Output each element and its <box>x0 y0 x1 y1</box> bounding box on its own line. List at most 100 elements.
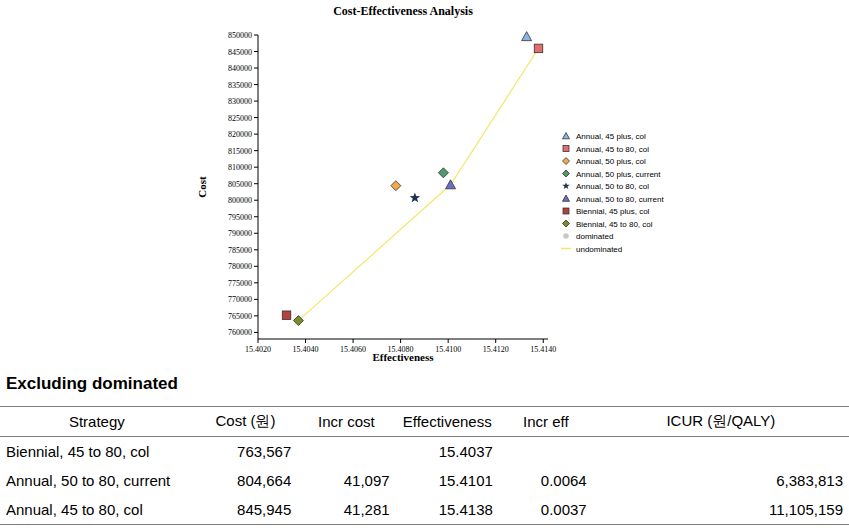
point <box>534 44 543 53</box>
y-tick-label: 845000 <box>228 48 252 57</box>
y-tick-label: 830000 <box>228 97 252 106</box>
y-tick-label: 775000 <box>228 279 252 288</box>
row: Annual, 50 to 80, current804,66441,09715… <box>0 466 849 495</box>
y-tick-label: 810000 <box>228 163 252 172</box>
y-tick <box>254 183 258 184</box>
y-tick <box>254 84 258 85</box>
y-tick-label: 800000 <box>228 196 252 205</box>
legend-swatch <box>563 133 570 139</box>
chart: Cost-Effectiveness AnalysisEffectiveness… <box>0 0 849 372</box>
legend-label: Annual, 50 to 80, col <box>576 182 649 191</box>
x-tick <box>353 339 354 343</box>
y-tick-label: 840000 <box>228 64 252 73</box>
legend-swatch <box>563 220 570 227</box>
cell: 0.0064 <box>499 466 593 495</box>
x-tick <box>448 339 449 343</box>
y-tick <box>254 51 258 52</box>
legend-label: Annual, 50 plus, current <box>576 170 661 179</box>
y-tick <box>254 101 258 102</box>
legend-label: Annual, 50 to 80, current <box>576 195 664 204</box>
y-tick <box>254 249 258 250</box>
header-row: StrategyCost (원)Incr costEffectivenessIn… <box>0 407 849 437</box>
plot-area <box>282 32 542 326</box>
table-title: Excluding dominated <box>6 374 178 394</box>
y-axis <box>258 35 259 339</box>
x-tick <box>400 339 401 343</box>
y-tick-label: 820000 <box>228 130 252 139</box>
y-tick-label: 805000 <box>228 180 252 189</box>
legend-label: undominated <box>576 245 622 254</box>
cell: 763,567 <box>194 437 298 467</box>
table: StrategyCost (원)Incr costEffectivenessIn… <box>0 406 849 525</box>
legend-label: Annual, 45 plus, col <box>576 132 646 141</box>
legend-swatch <box>561 248 571 250</box>
point <box>438 168 448 178</box>
y-tick-label: 770000 <box>228 295 252 304</box>
y-tick <box>254 200 258 201</box>
legend-label: Biennial, 45 to 80, col <box>576 220 653 229</box>
y-tick-label: 835000 <box>228 81 252 90</box>
legend-swatch <box>563 195 570 201</box>
cell: 804,664 <box>194 466 298 495</box>
y-tick-label: 825000 <box>228 114 252 123</box>
y-tick <box>254 68 258 69</box>
cell: 6,383,813 <box>593 466 849 495</box>
point <box>522 32 532 41</box>
x-tick-label: 15.4100 <box>435 345 461 354</box>
cell <box>297 437 395 467</box>
legend-label: Annual, 50 plus, col <box>576 157 646 166</box>
point <box>282 311 291 320</box>
header-cell: Cost (원) <box>194 407 298 437</box>
y-tick <box>254 299 258 300</box>
legend-swatch <box>563 146 569 152</box>
y-tick <box>254 117 258 118</box>
y-tick <box>254 233 258 234</box>
cell <box>593 437 849 467</box>
x-tick-label: 15.4020 <box>245 345 271 354</box>
y-tick-label: 790000 <box>228 229 252 238</box>
x-tick <box>305 339 306 343</box>
point <box>293 316 303 326</box>
cell: Annual, 50 to 80, current <box>0 466 194 495</box>
row: Annual, 45 to 80, col845,94541,28115.413… <box>0 495 849 525</box>
x-tick <box>543 339 544 343</box>
point <box>391 181 401 191</box>
cell: 0.0037 <box>499 495 593 525</box>
cell: Biennial, 45 to 80, col <box>0 437 194 467</box>
x-tick <box>495 339 496 343</box>
cell: 41,097 <box>297 466 395 495</box>
y-tick-label: 760000 <box>228 328 252 337</box>
x-axis <box>258 339 548 340</box>
header-cell: ICUR (원/QALY) <box>593 407 849 437</box>
legend-swatch <box>563 170 570 177</box>
y-tick-label: 815000 <box>228 147 252 156</box>
header-cell: Incr cost <box>297 407 395 437</box>
cell: 845,945 <box>194 495 298 525</box>
header-cell: Incr eff <box>499 407 593 437</box>
y-tick <box>254 282 258 283</box>
y-tick <box>254 134 258 135</box>
point <box>446 180 456 189</box>
y-tick-label: 850000 <box>228 31 252 40</box>
y-tick-label: 765000 <box>228 312 252 321</box>
x-tick-label: 15.4080 <box>388 345 414 354</box>
y-tick-label: 780000 <box>228 262 252 271</box>
y-axis-label: Cost <box>196 176 208 198</box>
legend-swatch <box>563 233 569 239</box>
cell: Annual, 45 to 80, col <box>0 495 194 525</box>
cell: 11,105,159 <box>593 495 849 525</box>
title: Cost-Effectiveness Analysis <box>333 4 473 18</box>
cell: 41,281 <box>297 495 395 525</box>
legend-swatch <box>563 158 570 165</box>
y-tick <box>254 150 258 151</box>
cell: 15.4138 <box>396 495 499 525</box>
y-tick <box>254 167 258 168</box>
header-cell: Strategy <box>0 407 194 437</box>
legend-label: dominated <box>576 232 613 241</box>
header-cell: Effectiveness <box>396 407 499 437</box>
point <box>410 192 420 202</box>
cell: 15.4037 <box>396 437 499 467</box>
legend-swatch <box>563 208 569 214</box>
y-tick <box>254 315 258 316</box>
x-tick <box>258 339 259 343</box>
